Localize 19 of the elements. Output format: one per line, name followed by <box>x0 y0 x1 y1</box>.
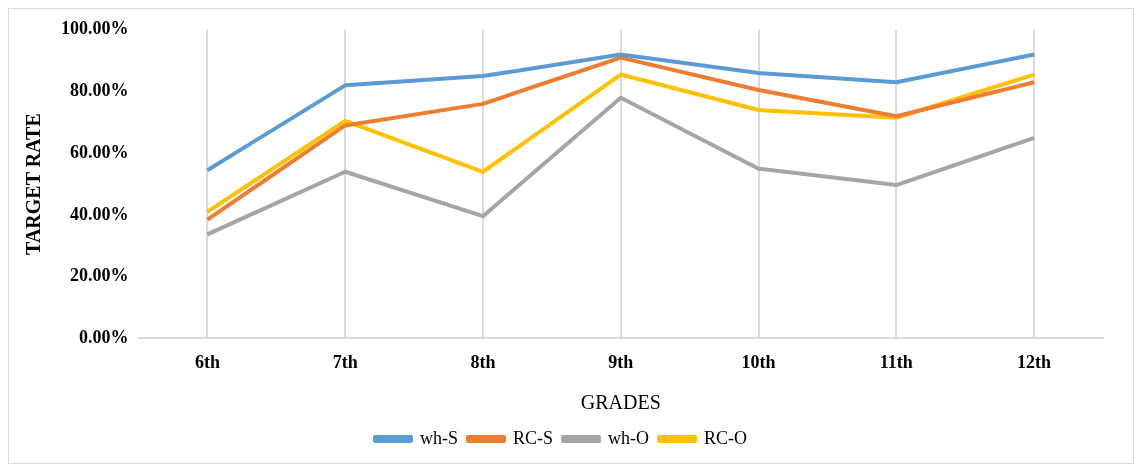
x-tick-label: 6th <box>194 351 220 372</box>
y-tick-label: 20.00% <box>70 265 129 286</box>
y-tick-label: 100.00% <box>61 18 129 39</box>
x-tick-label: 10th <box>741 351 776 372</box>
x-axis-title: GRADES <box>580 391 661 414</box>
y-tick-label: 80.00% <box>70 80 129 101</box>
legend-label: wh-O <box>608 427 650 448</box>
y-axis-title: TARGET RATE <box>22 113 45 255</box>
x-tick-label: 12th <box>1017 351 1052 372</box>
x-tick-label: 9th <box>608 351 634 372</box>
y-tick-label: 0.00% <box>79 327 129 348</box>
legend-label: RC-S <box>513 427 554 448</box>
legend-label: wh-S <box>419 427 459 448</box>
y-tick-label: 60.00% <box>70 141 129 162</box>
x-tick-label: 8th <box>470 351 496 372</box>
x-tick-label: 11th <box>879 351 913 372</box>
y-tick-label: 40.00% <box>70 203 129 224</box>
x-tick-label: 7th <box>332 351 358 372</box>
legend-label: RC-O <box>704 427 748 448</box>
